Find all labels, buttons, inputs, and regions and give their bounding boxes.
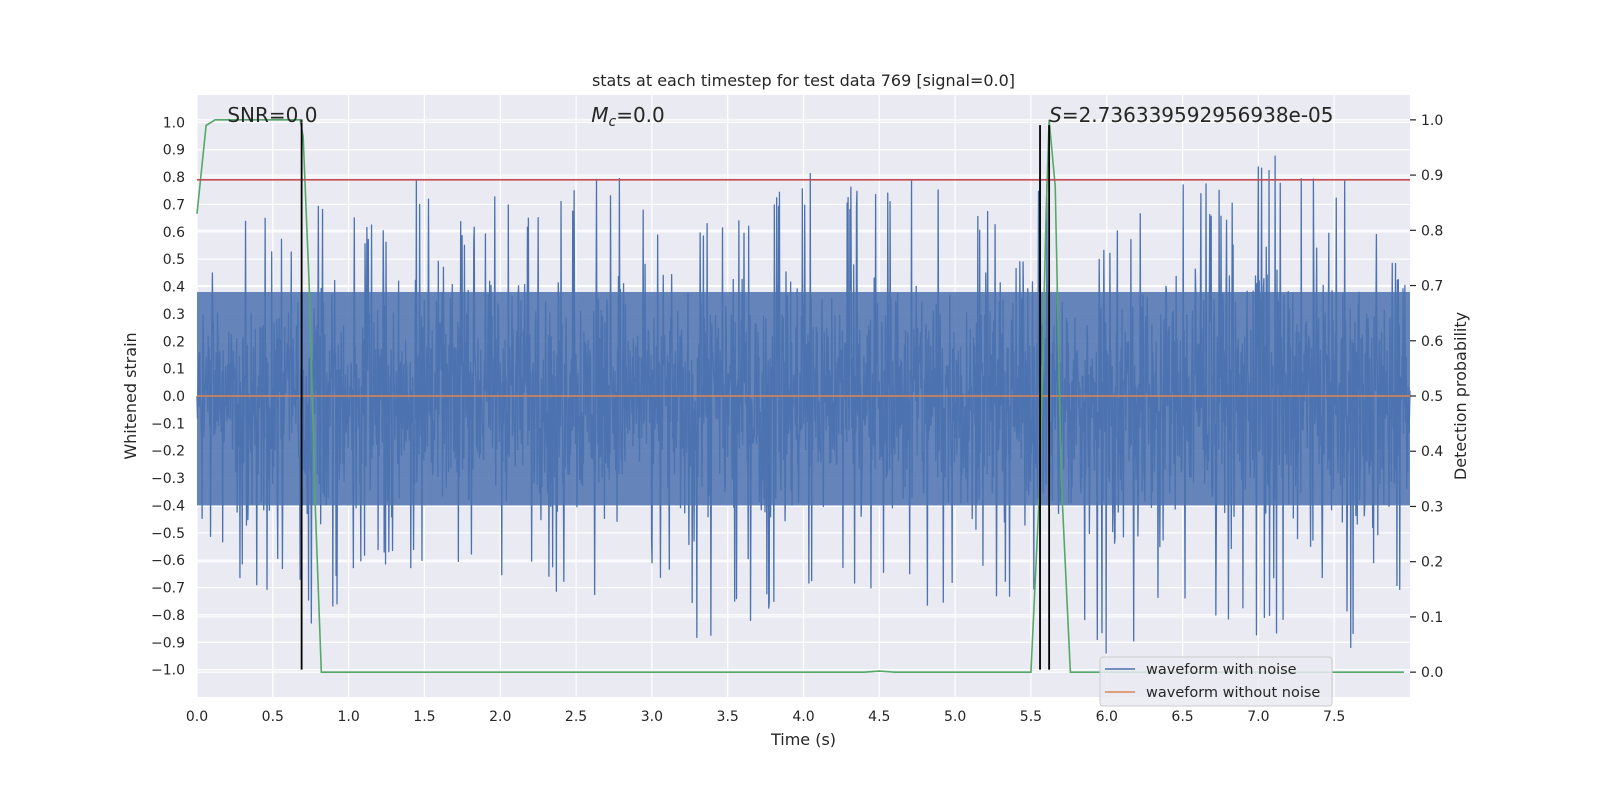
annotation-s-value: =2.736339592956938e-05	[1062, 103, 1334, 127]
x-tick-label: 5.0	[944, 709, 966, 725]
y-tick-label: 0.9	[163, 143, 185, 159]
detection-probability-line	[196, 119, 1404, 673]
y2-tick-label: 0.8	[1421, 223, 1443, 239]
y-tick-label: 1.0	[163, 115, 185, 131]
y-tick-label: −0.7	[151, 581, 185, 597]
y-axis-label: Whitened strain	[121, 332, 140, 459]
annotation-mc-symbol: M	[591, 103, 608, 127]
x-tick-label: 4.0	[792, 709, 814, 725]
y2-tick-label: 0.0	[1421, 665, 1443, 681]
x-tick-label: 0.5	[262, 709, 284, 725]
y2-tick-label: 0.9	[1421, 168, 1443, 184]
annotation-chirp-mass: Mc=0.0	[591, 103, 665, 130]
y2-tick-label: 1.0	[1421, 113, 1443, 129]
y-tick-label: −1.0	[151, 663, 185, 679]
series-waveform-with-noise	[196, 155, 1411, 654]
annotation-mc-subscript: c	[608, 114, 616, 130]
y-tick-label: 0.6	[163, 225, 185, 241]
x-tick-label: 4.5	[868, 709, 890, 725]
legend: waveform with noise waveform without noi…	[1099, 656, 1333, 707]
y-tick-label: 0.7	[163, 197, 185, 213]
plot-area	[196, 95, 1411, 697]
annotation-mc-value: =0.0	[616, 103, 665, 127]
x-tick-label: 5.5	[1020, 709, 1042, 725]
x-tick-label: 6.0	[1096, 709, 1118, 725]
legend-label-waveform-without-noise: waveform without noise	[1146, 685, 1320, 701]
x-tick-label: 7.5	[1323, 709, 1345, 725]
y-tick-label: 0.0	[163, 389, 185, 405]
y2-tick-label: 0.3	[1421, 499, 1443, 515]
x-tick-label: 2.0	[489, 709, 511, 725]
x-tick-label: 6.5	[1171, 709, 1193, 725]
x-tick-label: 1.5	[413, 709, 435, 725]
x-tick-label: 3.0	[641, 709, 663, 725]
y2-tick-label: 0.7	[1421, 279, 1443, 295]
x-tick-label: 2.5	[565, 709, 587, 725]
x-tick-label: 1.0	[337, 709, 359, 725]
annotation-s: S=2.736339592956938e-05	[1049, 103, 1333, 127]
legend-box	[1099, 656, 1333, 707]
axes: 0.0 0.5 1.0 1.5 2.0 2.5 3.0 3.5 4.0 4.5 5.0 5.5 6.0 6…	[151, 113, 1443, 725]
y-tick-label: −0.1	[151, 416, 185, 432]
y-tick-label: −0.4	[151, 498, 185, 514]
x-tick-label: 7.0	[1247, 709, 1269, 725]
chart-title: stats at each timestep for test data 769…	[592, 71, 1015, 90]
y2-tick-label: 0.1	[1421, 610, 1443, 626]
y2-tick-label: 0.6	[1421, 334, 1443, 350]
y-tick-label: 0.3	[163, 307, 185, 323]
waveform-with-noise-core	[197, 292, 1410, 506]
y-tick-label: −0.5	[151, 526, 185, 542]
x-tick-label: 0.0	[186, 709, 208, 725]
x-axis-label: Time (s)	[770, 730, 836, 749]
annotation-snr: SNR=0.0	[227, 103, 317, 127]
y-tick-label: −0.6	[151, 553, 185, 569]
y2-tick-label: 0.5	[1421, 389, 1443, 405]
y-tick-label: 0.5	[163, 252, 185, 268]
y2-tick-label: 0.4	[1421, 444, 1443, 460]
x-tick-label: 3.5	[717, 709, 739, 725]
y-tick-label: 0.8	[163, 170, 185, 186]
annotation-s-symbol: S	[1049, 103, 1062, 127]
y-tick-label: 0.4	[163, 280, 185, 296]
y-tick-label: −0.2	[151, 444, 185, 460]
series-lines	[196, 119, 1410, 673]
legend-label-waveform-with-noise: waveform with noise	[1146, 662, 1297, 678]
y-tick-label: 0.2	[163, 334, 185, 350]
y-tick-label: −0.8	[151, 608, 185, 624]
y-tick-label: −0.9	[151, 635, 185, 651]
y2-tick-label: 0.2	[1421, 555, 1443, 571]
y-tick-label: 0.1	[163, 362, 185, 378]
y2-axis-label: Detection probability	[1451, 312, 1470, 480]
y-tick-label: −0.3	[151, 471, 185, 487]
